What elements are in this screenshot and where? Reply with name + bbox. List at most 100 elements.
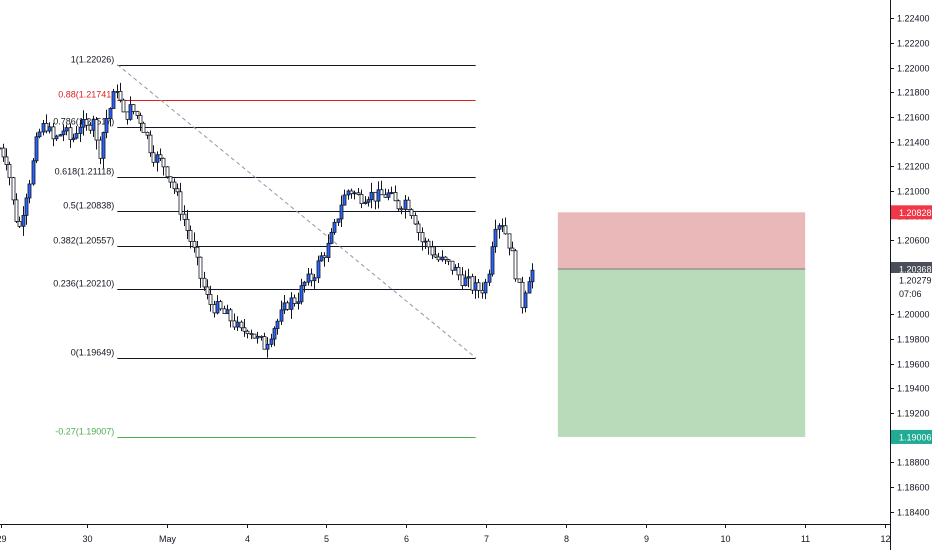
candle-body xyxy=(249,333,254,336)
candle-body xyxy=(396,200,401,210)
fib-level-label: 0.236(1.20210) xyxy=(53,279,114,289)
candle-body xyxy=(379,189,384,196)
stop-loss-zone[interactable] xyxy=(557,212,806,270)
time-axis[interactable]: 29 30 May 4 5 6 7 8 9 10 11 12 xyxy=(0,524,891,544)
candle-body xyxy=(332,221,337,233)
candle-body xyxy=(172,181,177,190)
candle-body xyxy=(269,338,274,345)
candle-body xyxy=(182,213,187,220)
candle-body xyxy=(463,277,468,286)
candle-body xyxy=(98,139,103,159)
candle-body xyxy=(141,122,146,133)
candle-body xyxy=(88,124,93,131)
candle-body xyxy=(131,104,136,112)
candle-body xyxy=(369,191,374,201)
candle-body xyxy=(61,130,66,136)
price-badge-bg xyxy=(891,205,932,220)
candle-body xyxy=(473,282,478,291)
candle-body xyxy=(239,321,244,329)
candle-body xyxy=(363,201,368,204)
candle-body xyxy=(138,115,143,124)
candle-body xyxy=(34,136,39,162)
price-axis[interactable]: 1.22400 1.22200 1.22000 1.21800 1.21600 1.214… xyxy=(890,0,932,550)
time-tick-label: 8 xyxy=(564,534,569,544)
fib-trend-line[interactable] xyxy=(117,64,476,359)
price-badge-bg xyxy=(891,273,932,288)
candle-body xyxy=(513,250,518,280)
candle-body xyxy=(406,199,411,211)
candle-body xyxy=(443,256,448,260)
take-profit-zone[interactable] xyxy=(557,269,806,437)
candle-body xyxy=(275,320,280,329)
fib-level-label: 0.382(1.20557) xyxy=(53,236,114,246)
candle-body xyxy=(165,166,170,178)
candle-body xyxy=(319,255,324,262)
candle-body xyxy=(302,281,307,287)
candle-body xyxy=(168,176,173,183)
price-badge: 1.20368 xyxy=(891,262,932,277)
candle-body xyxy=(27,183,32,199)
candle-body xyxy=(359,194,364,204)
fib-retracement[interactable]: 1(1.22026)0.88(1.21741)0.786(1.21517)0.6… xyxy=(53,55,476,438)
fib-level-label: 0.88(1.21741) xyxy=(58,90,114,100)
candle-body xyxy=(409,209,414,216)
candle-body xyxy=(386,192,391,198)
candle-body xyxy=(460,274,465,286)
candle-body xyxy=(520,281,525,309)
candle-body xyxy=(195,246,200,258)
candle-body xyxy=(373,191,378,202)
candle-body xyxy=(403,199,408,210)
price-tick-label: 1.19200 xyxy=(897,409,930,419)
candle-body xyxy=(259,335,264,338)
candle-body xyxy=(440,256,445,261)
candle-body xyxy=(215,301,220,314)
candle-body xyxy=(235,321,240,328)
candle-body xyxy=(37,131,42,138)
candle-body xyxy=(349,190,354,195)
candle-body xyxy=(483,281,488,294)
candle-body xyxy=(58,134,63,137)
candles[interactable] xyxy=(0,82,535,358)
candle-body xyxy=(148,134,153,154)
candle-body xyxy=(255,335,260,339)
candle-body xyxy=(393,192,398,202)
candle-body xyxy=(446,259,451,262)
candle-body xyxy=(31,160,36,185)
candle-body xyxy=(47,126,52,132)
candle-body xyxy=(265,343,270,350)
candle-body xyxy=(155,154,160,163)
candle-body xyxy=(208,294,213,305)
candle-body xyxy=(91,119,96,131)
price-tick-label: 1.19600 xyxy=(897,360,930,370)
candle-body xyxy=(51,126,56,140)
candle-body xyxy=(118,91,123,101)
candle-body xyxy=(7,164,12,179)
candle-body xyxy=(517,278,522,283)
candle-body xyxy=(222,308,227,315)
candle-body xyxy=(41,123,46,133)
time-tick-label: 12 xyxy=(880,534,890,544)
candle-body xyxy=(125,111,130,120)
time-tick-label: May xyxy=(159,534,177,544)
price-tick-label: 1.22000 xyxy=(897,64,930,74)
candle-body xyxy=(151,152,156,163)
candle-body xyxy=(352,192,357,195)
position-tool[interactable] xyxy=(557,212,806,437)
candle-body xyxy=(322,255,327,258)
time-tick-label: 30 xyxy=(82,534,92,544)
candle-body xyxy=(242,327,247,332)
candle-body xyxy=(500,225,505,228)
candle-body xyxy=(503,225,508,235)
candle-body xyxy=(44,123,49,132)
candle-body xyxy=(111,91,116,109)
time-tick-label: 11 xyxy=(801,534,810,544)
candle-body xyxy=(456,266,461,276)
time-tick-label: 6 xyxy=(404,534,409,544)
candle-body xyxy=(527,281,532,294)
candle-body xyxy=(71,137,76,141)
candle-body xyxy=(309,273,314,282)
price-tick-label: 1.21200 xyxy=(897,162,930,172)
candle-body xyxy=(84,119,89,126)
